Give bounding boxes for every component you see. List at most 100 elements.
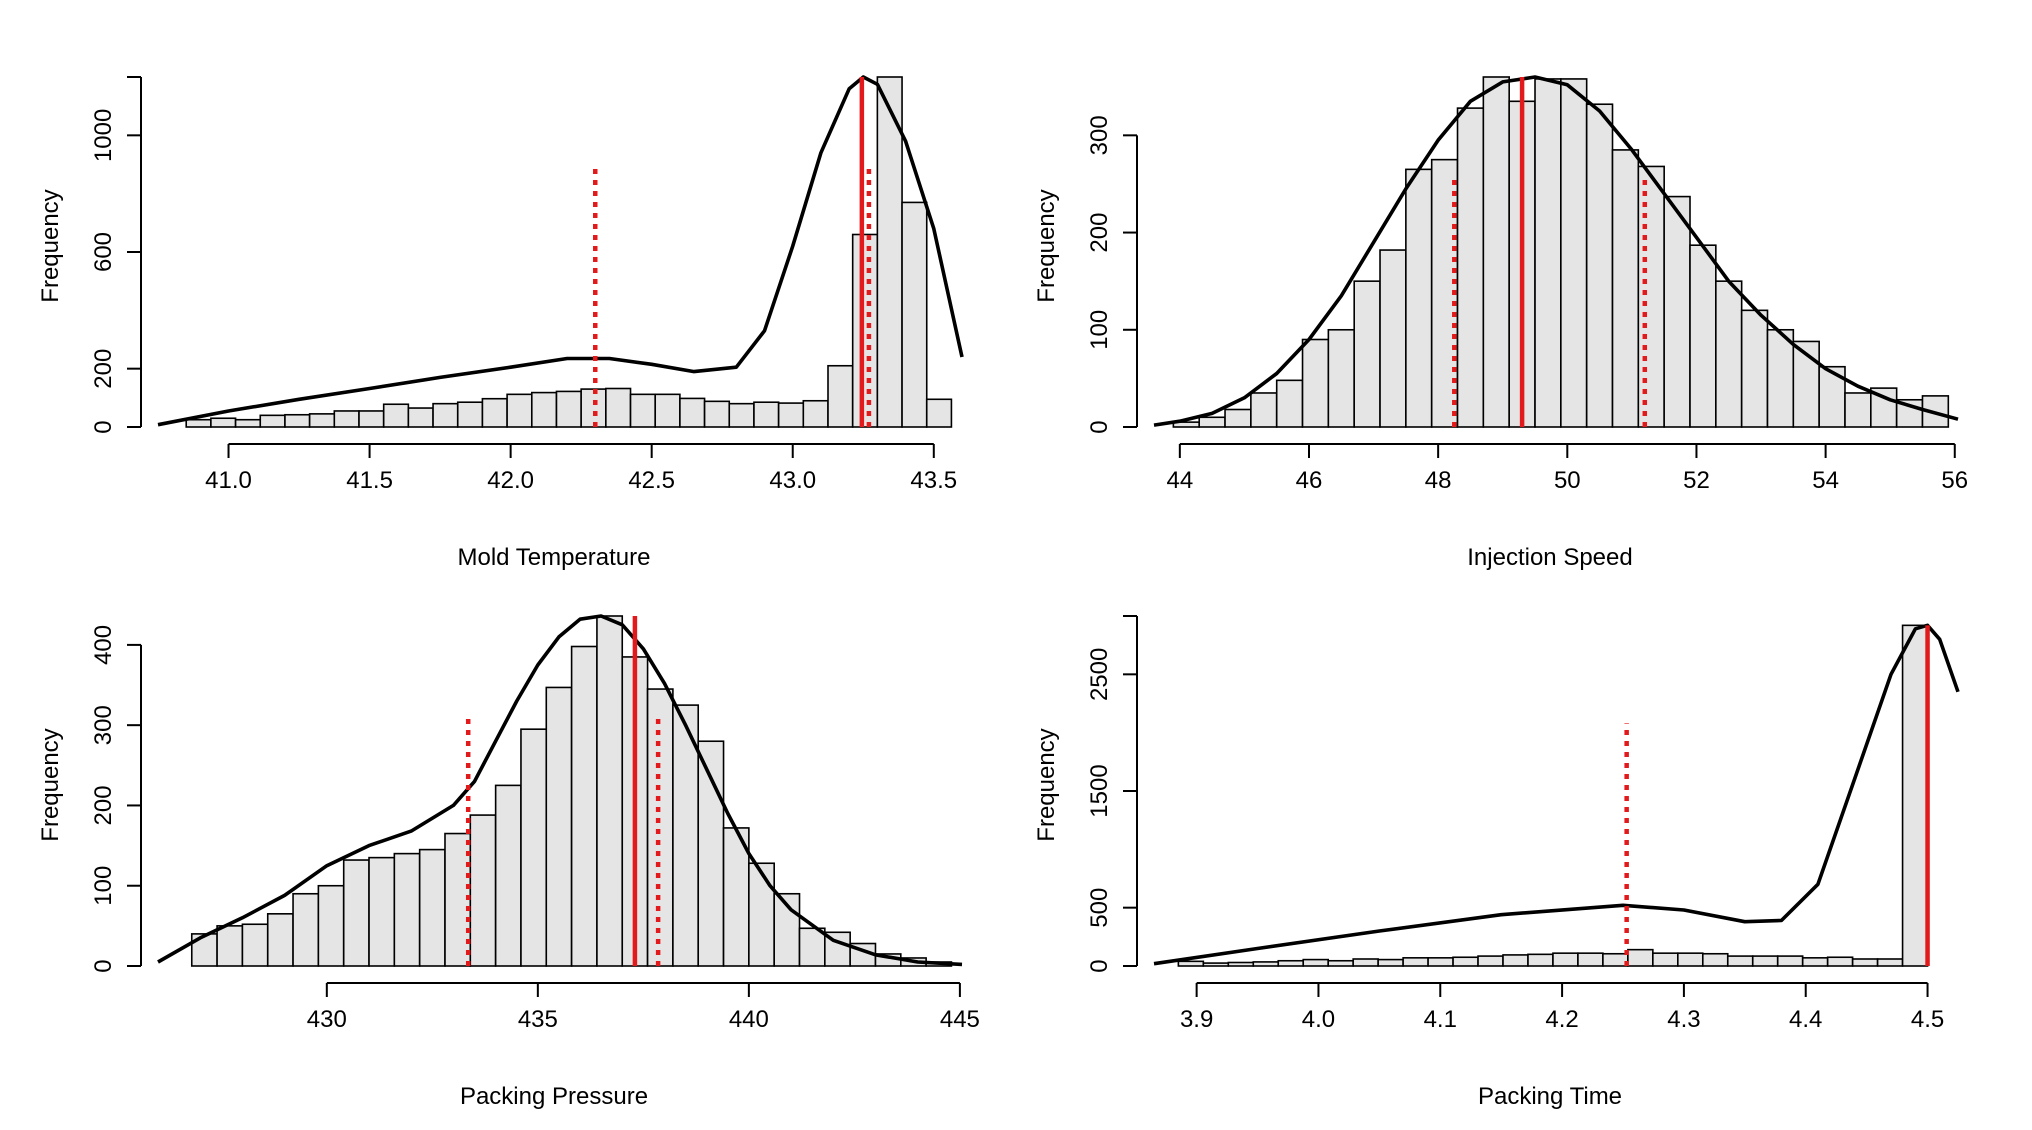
mold-temperature-y-tick-label: 1000 — [90, 109, 117, 162]
packing-time-bar — [1602, 952, 1629, 967]
mold-temperature-bar — [802, 399, 829, 428]
injection-speed-x-tick-label: 50 — [1554, 467, 1581, 494]
packing-pressure-y-tick-label: 100 — [90, 866, 117, 906]
mold-temperature-bar — [382, 403, 410, 428]
mold-temperature-y-label: Frequency — [37, 189, 64, 302]
packing-pressure-bar — [317, 884, 345, 967]
mold-temperature-bar — [728, 402, 755, 428]
packing-time-bar — [1352, 958, 1379, 967]
injection-speed-y-tick-label: 200 — [1086, 213, 1113, 253]
packing-time-bar — [1302, 958, 1330, 967]
injection-speed-bar — [1585, 103, 1614, 428]
injection-speed-x-tick-label: 44 — [1166, 467, 1193, 494]
packing-pressure-bar — [545, 686, 573, 967]
packing-time-x-tick-label: 4.4 — [1789, 1006, 1822, 1033]
packing-time-bar — [1851, 958, 1879, 967]
panel-mold-temperature: 41.0 41.5 42.0 42.5 43.0 43.5 0 200 600 1000 Mold … — [37, 75, 964, 571]
injection-speed-bar — [1844, 392, 1872, 428]
mold-temperature-bar — [234, 418, 262, 428]
injection-speed-bar — [1740, 309, 1769, 428]
mold-temperature-bar — [284, 413, 311, 428]
injection-speed-y-label: Frequency — [1033, 189, 1060, 302]
mold-temperature-bar — [629, 393, 657, 428]
packing-pressure-bar — [722, 827, 750, 967]
packing-time-bar — [1751, 955, 1779, 967]
mold-temperature-bar — [555, 390, 582, 428]
packing-pressure-bar — [672, 704, 700, 967]
packing-pressure-bar — [393, 852, 421, 967]
packing-time-bar — [1327, 959, 1354, 967]
mold-temperature-bar — [481, 397, 508, 428]
packing-time-bar — [1252, 961, 1280, 967]
packing-pressure-bar — [469, 814, 497, 967]
packing-time-x-tick-label: 3.9 — [1180, 1006, 1213, 1033]
packing-pressure-y-label: Frequency — [37, 728, 64, 841]
mold-temperature-bar — [654, 393, 681, 428]
packing-time-bar — [1776, 955, 1804, 967]
panel-injection-speed: 44 46 48 50 52 54 56 0 100 200 300 Injection Speed F… — [1033, 75, 1968, 571]
mold-temperature-bar — [777, 402, 805, 428]
mold-temperature-bar — [308, 413, 336, 428]
injection-speed-x-tick-label: 46 — [1296, 467, 1323, 494]
packing-time-bar — [1427, 957, 1454, 967]
packing-time-bar — [1502, 954, 1529, 967]
injection-speed-bar — [1353, 280, 1381, 428]
packing-time-x-label: Packing Time — [1478, 1083, 1622, 1110]
packing-time-x-tick-label: 4.2 — [1545, 1006, 1578, 1033]
mold-temperature-bar — [851, 233, 879, 428]
packing-time-bar — [1726, 955, 1754, 967]
packing-time-bar — [1402, 957, 1429, 967]
packing-pressure-x-tick-label: 430 — [307, 1006, 347, 1033]
injection-speed-bar — [1766, 328, 1795, 428]
panel-packing-pressure: 430 435 440 445 0 100 200 300 400 Packing Pressur… — [37, 614, 980, 1110]
packing-pressure-bar — [292, 892, 320, 967]
mold-temperature-x-tick-label: 41.0 — [205, 467, 252, 494]
packing-time-bar — [1477, 955, 1504, 967]
packing-pressure-density-curve — [157, 614, 963, 967]
mold-temperature-bar — [753, 401, 780, 428]
packing-time-bar — [1652, 952, 1679, 967]
mold-temperature-x-tick-label: 41.5 — [346, 467, 393, 494]
mold-temperature-bar — [456, 401, 484, 428]
mold-temperature-density-curve — [157, 75, 964, 427]
injection-speed-bar — [1534, 78, 1562, 428]
mold-temperature-bar — [185, 418, 212, 428]
packing-time-x-tick-label: 4.0 — [1302, 1006, 1335, 1033]
injection-speed-x-tick-label: 52 — [1683, 467, 1710, 494]
mold-temperature-y-tick-label: 0 — [90, 420, 117, 433]
injection-speed-bar — [1301, 338, 1330, 428]
packing-pressure-x-label: Packing Pressure — [460, 1083, 648, 1110]
packing-time-bar — [1577, 952, 1604, 967]
mold-temperature-bar — [530, 391, 558, 428]
packing-pressure-bar — [520, 728, 548, 967]
injection-speed-bar — [1611, 149, 1640, 428]
injection-speed-bar — [1715, 280, 1743, 428]
packing-pressure-bar — [596, 615, 624, 967]
injection-speed-bar — [1560, 78, 1588, 428]
mold-temperature-bar — [407, 407, 434, 428]
packing-pressure-bar — [494, 784, 522, 967]
packing-time-bar — [1377, 958, 1404, 967]
packing-pressure-bar — [368, 856, 396, 967]
injection-speed-bar — [1275, 379, 1304, 428]
injection-speed-bar — [1379, 249, 1407, 428]
packing-time-bar — [1876, 958, 1904, 967]
packing-pressure-y-tick-label: 400 — [90, 625, 117, 665]
mold-temperature-x-tick-label: 42.0 — [487, 467, 534, 494]
packing-time-bar — [1227, 961, 1255, 967]
mold-temperature-x-tick-label: 43.5 — [910, 467, 957, 494]
mold-temperature-bar — [901, 201, 928, 428]
packing-time-bar — [1627, 948, 1654, 967]
packing-time-bar — [1552, 952, 1579, 967]
injection-speed-bar — [1250, 392, 1278, 428]
packing-pressure-bar — [748, 862, 775, 967]
injection-speed-x-tick-label: 54 — [1812, 467, 1839, 494]
packing-time-density-curve — [1153, 623, 1960, 966]
mold-temperature-y-tick-label: 200 — [90, 349, 117, 389]
mold-temperature-bar — [580, 388, 607, 428]
mold-temperature-x-label: Mold Temperature — [458, 544, 651, 571]
injection-speed-y-tick-label: 100 — [1086, 310, 1113, 350]
injection-speed-bar — [1482, 76, 1510, 428]
packing-pressure-bar — [216, 925, 244, 967]
mold-temperature-bar — [333, 410, 360, 428]
